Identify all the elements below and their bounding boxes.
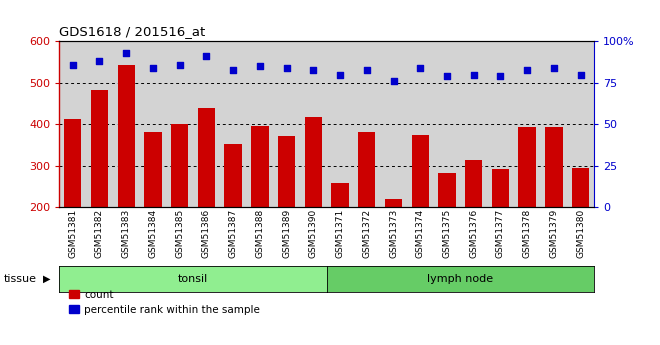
Bar — [438, 173, 455, 207]
Point — [335, 72, 345, 77]
Point — [94, 59, 105, 64]
Text: tissue: tissue — [3, 274, 36, 284]
Bar — [198, 108, 215, 207]
Text: lymph node: lymph node — [427, 274, 494, 284]
Point — [548, 65, 559, 71]
Point — [148, 65, 158, 71]
Text: GDS1618 / 201516_at: GDS1618 / 201516_at — [59, 25, 206, 38]
Bar — [91, 90, 108, 207]
Point — [255, 63, 265, 69]
Point — [174, 62, 185, 67]
Bar — [358, 132, 376, 207]
Point — [228, 67, 238, 72]
Point — [281, 65, 292, 71]
Bar — [519, 127, 536, 207]
Bar — [64, 119, 81, 207]
Bar — [305, 117, 322, 207]
Point — [308, 67, 319, 72]
Point — [442, 73, 452, 79]
Text: ▶: ▶ — [43, 274, 50, 284]
Bar — [145, 132, 162, 207]
Point — [469, 72, 479, 77]
Bar — [224, 144, 242, 207]
Bar — [385, 199, 402, 207]
Bar — [572, 168, 589, 207]
Legend: count, percentile rank within the sample: count, percentile rank within the sample — [65, 286, 265, 319]
Bar — [171, 124, 188, 207]
Bar — [465, 160, 482, 207]
Bar — [117, 65, 135, 207]
Point — [388, 78, 399, 84]
Point — [362, 67, 372, 72]
Point — [415, 65, 426, 71]
Bar — [331, 184, 348, 207]
Bar — [412, 135, 429, 207]
Bar — [492, 169, 509, 207]
Point — [67, 62, 78, 67]
Point — [522, 67, 533, 72]
Text: tonsil: tonsil — [178, 274, 208, 284]
Point — [495, 73, 506, 79]
Point — [576, 72, 586, 77]
Point — [121, 50, 131, 56]
Point — [201, 53, 212, 59]
Bar — [278, 136, 295, 207]
Bar — [251, 126, 269, 207]
Bar — [545, 127, 562, 207]
